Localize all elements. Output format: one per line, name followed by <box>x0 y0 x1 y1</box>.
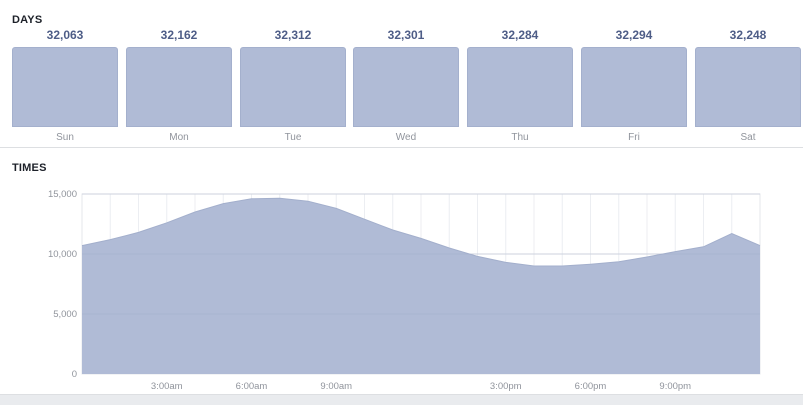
day-bar[interactable] <box>353 47 459 127</box>
y-tick-label: 15,000 <box>48 189 77 200</box>
times-title: TIMES <box>12 162 47 174</box>
day-label: Wed <box>395 132 417 143</box>
times-area-chart[interactable]: 0 5,000 10,000 15,000 3:00am 6:00am 9:00am 3:00… <box>0 180 803 394</box>
section-divider <box>0 147 803 148</box>
day-label: Fri <box>628 132 640 143</box>
y-tick-label: 5,000 <box>53 309 77 320</box>
day-label: Thu <box>511 132 529 143</box>
day-bar[interactable] <box>581 47 687 127</box>
day-value: 32,284 <box>501 28 539 42</box>
day-bar[interactable] <box>240 47 346 127</box>
days-title: DAYS <box>12 14 43 26</box>
day-label: Sun <box>56 132 74 143</box>
day-value: 32,063 <box>46 28 84 42</box>
x-tick-label: 3:00am <box>151 381 183 392</box>
day-bar[interactable] <box>695 47 801 127</box>
day-column-fri[interactable]: 32,294 Fri <box>581 0 687 148</box>
day-value: 32,248 <box>729 28 767 42</box>
day-column-sun[interactable]: 32,063 Sun <box>12 0 118 148</box>
day-column-sat[interactable]: 32,248 Sat <box>695 0 801 148</box>
y-tick-label: 10,000 <box>48 249 77 260</box>
x-tick-label: 6:00am <box>236 381 268 392</box>
day-value: 32,301 <box>387 28 425 42</box>
area-series <box>82 198 760 374</box>
x-tick-label: 9:00pm <box>659 381 691 392</box>
day-label: Tue <box>284 132 302 143</box>
day-value: 32,312 <box>274 28 312 42</box>
day-value: 32,162 <box>160 28 198 42</box>
day-bar[interactable] <box>126 47 232 127</box>
x-tick-label: 9:00am <box>320 381 352 392</box>
day-label: Mon <box>169 132 189 143</box>
footer-strip <box>0 394 803 405</box>
day-bar[interactable] <box>467 47 573 127</box>
y-tick-label: 0 <box>72 369 77 380</box>
x-tick-label: 3:00pm <box>490 381 522 392</box>
x-tick-label: 6:00pm <box>575 381 607 392</box>
day-column-tue[interactable]: 32,312 Tue <box>240 0 346 148</box>
day-value: 32,294 <box>615 28 653 42</box>
day-bar[interactable] <box>12 47 118 127</box>
area-series-line <box>81 197 761 267</box>
day-label: Sat <box>740 132 756 143</box>
day-column-wed[interactable]: 32,301 Wed <box>353 0 459 148</box>
day-column-mon[interactable]: 32,162 Mon <box>126 0 232 148</box>
day-column-thu[interactable]: 32,284 Thu <box>467 0 573 148</box>
